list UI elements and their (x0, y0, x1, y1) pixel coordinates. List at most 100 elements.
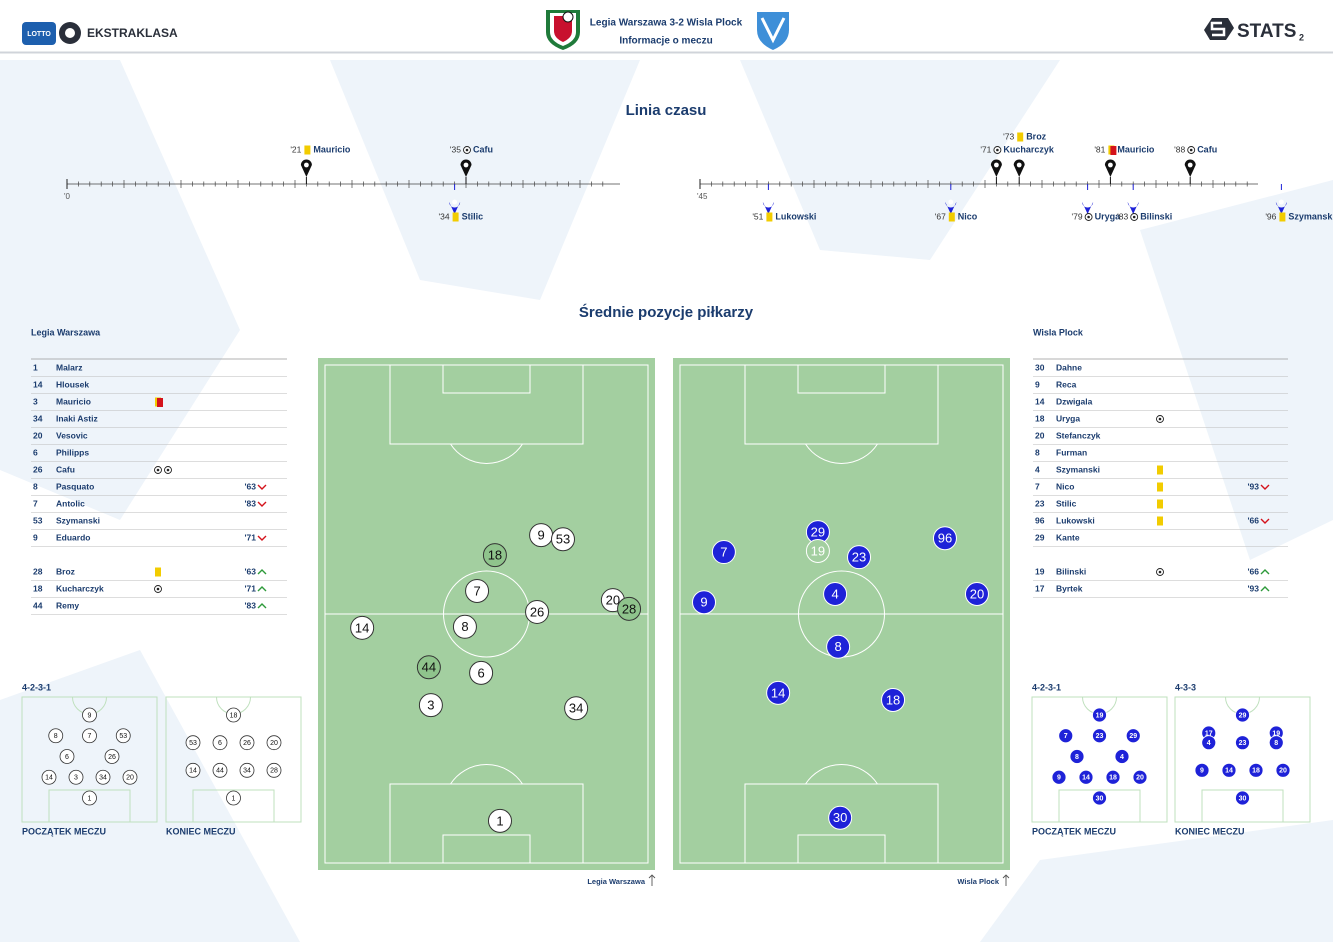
event-minute: '51 (752, 211, 763, 221)
player-position-number: 44 (422, 660, 436, 675)
yellow-card (452, 212, 459, 222)
sub-minute: '66 (1248, 566, 1260, 576)
player-position (350, 615, 375, 640)
event-pin (1104, 159, 1116, 177)
mini-player (115, 728, 131, 744)
player-number: 14 (1035, 396, 1045, 406)
event-minute: '96 (1265, 211, 1276, 221)
sub-in-arrow (257, 586, 267, 592)
match-subtitle: Informacje o meczu (619, 36, 712, 47)
formation-label: 4-3-3 (1175, 682, 1196, 692)
yellow-card (304, 145, 311, 155)
player-name: Remy (56, 600, 79, 610)
mini-player (212, 735, 228, 751)
pin-hole (1108, 162, 1113, 168)
mini-player-number: 14 (45, 775, 53, 782)
player-number: 14 (33, 379, 43, 389)
player-name: Pasquato (56, 481, 94, 491)
player-name: Kante (1056, 532, 1080, 542)
player-position-number: 9 (537, 528, 544, 543)
player-position-number: 28 (622, 601, 636, 616)
player-position-number: 20 (970, 586, 984, 601)
stats-title: STATS (1237, 21, 1296, 42)
player-position-number: 8 (835, 639, 842, 654)
player-position (847, 545, 872, 570)
player-name: Inaki Astiz (56, 413, 98, 423)
formation-label: 4-2-3-1 (22, 682, 51, 692)
pin-hole (1085, 199, 1090, 205)
mini-player (239, 735, 255, 751)
mini-player-number: 26 (243, 740, 251, 747)
goal-icon-dot (166, 468, 170, 472)
header-bar (0, 0, 1333, 52)
player-number: 4 (1035, 464, 1040, 474)
mini-player-number: 9 (88, 712, 92, 719)
yellow-card (1157, 465, 1163, 475)
mini-player-number: 3 (74, 775, 78, 782)
sub-out-arrow (257, 484, 267, 490)
sub-in-arrow (257, 569, 267, 575)
sub-out-arrow (257, 501, 267, 507)
goal-icon-dot (1189, 148, 1193, 152)
mini-player (1248, 762, 1264, 778)
mini-player-number: 6 (218, 740, 222, 747)
mini-player-number: 8 (54, 733, 58, 740)
mini-player (59, 749, 75, 764)
player-position (692, 590, 717, 615)
sponsor: LOTTO (27, 31, 51, 38)
mini-player (1078, 769, 1094, 785)
mini-box (1201, 789, 1284, 823)
home-crest (546, 10, 580, 50)
player-position-number: 1 (496, 813, 503, 828)
player-position (465, 578, 490, 603)
sub-minute: '83 (245, 498, 257, 508)
player-position (823, 582, 848, 607)
pin-hole (1187, 162, 1193, 168)
player-number: 28 (33, 566, 43, 576)
player-position (828, 805, 853, 830)
player-position (805, 539, 830, 564)
event-player: Cafu (1197, 144, 1217, 154)
player-name: Dahne (1056, 362, 1082, 372)
player-number: 9 (1035, 379, 1040, 389)
mini-player-number: 14 (189, 768, 197, 775)
player-position (525, 599, 550, 624)
player-name: Vesovic (56, 430, 88, 440)
sub-minute: '66 (1248, 515, 1260, 525)
sub-out-arrow (1260, 484, 1270, 490)
mini-player-number: 30 (1096, 795, 1104, 802)
event-minute: '34 (439, 211, 450, 221)
mini-player-number: 28 (270, 768, 278, 775)
event-player: Nico (958, 211, 978, 221)
mini-box (1058, 789, 1141, 823)
player-number: 30 (1035, 362, 1045, 372)
event-minute: '81 (1094, 144, 1105, 154)
goal-icon-dot (156, 587, 160, 591)
player-name: Szymanski (56, 515, 100, 525)
formation-caption: KONIEC MECZU (166, 826, 236, 836)
mini-player (104, 749, 120, 764)
player-name: Hlousek (56, 379, 89, 389)
player-position (487, 808, 512, 833)
stats-sub: 2 (1299, 32, 1304, 42)
pin-hole (452, 199, 457, 205)
goal-icon-dot (996, 148, 999, 152)
mini-player-number: 1 (232, 795, 236, 802)
player-position (550, 527, 575, 552)
stats-logo: STATS 2 (1204, 18, 1304, 42)
player-name: Eduardo (56, 532, 90, 542)
mini-player-number: 19 (1096, 712, 1104, 719)
player-name: Kucharczyk (56, 583, 104, 593)
event-pin (300, 159, 312, 177)
mini-player-number: 23 (1096, 733, 1104, 740)
player-name: Cafu (56, 464, 75, 474)
player-position-number: 18 (886, 692, 900, 707)
event-pin (460, 159, 472, 177)
player-number: 53 (33, 515, 43, 525)
mini-player (82, 707, 97, 723)
mini-player-number: 20 (1136, 775, 1144, 782)
mini-player-number: 4 (1207, 740, 1211, 747)
goal-icon-dot (1158, 570, 1162, 574)
league-logo: LOTTO EKSTRAKLASA (22, 22, 178, 45)
player-name: Bilinski (1056, 566, 1086, 576)
